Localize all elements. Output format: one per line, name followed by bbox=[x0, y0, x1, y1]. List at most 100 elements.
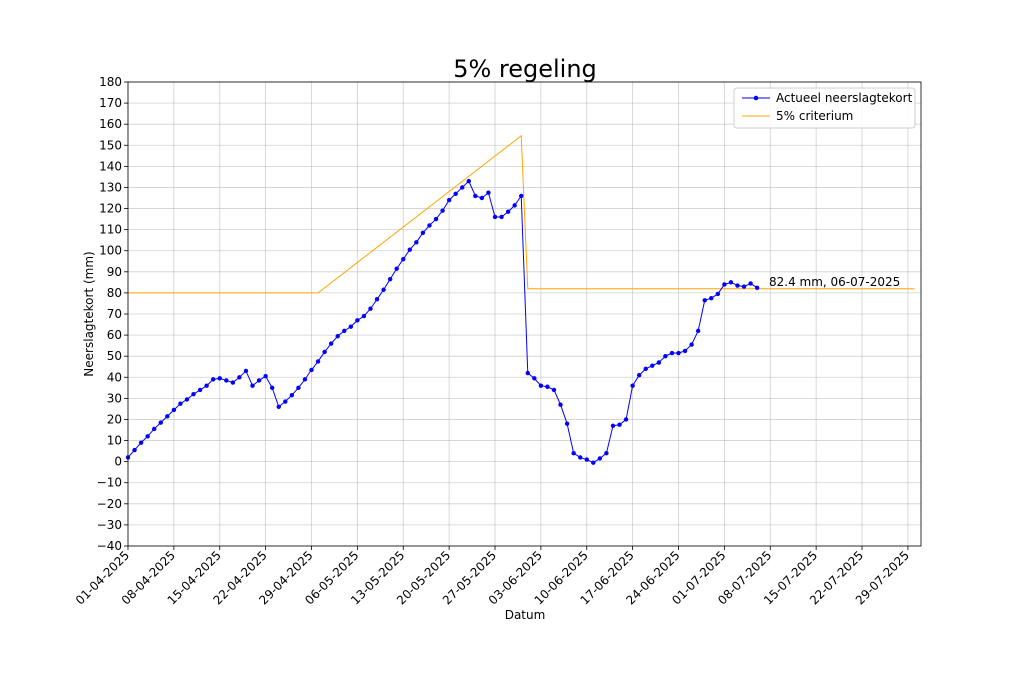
data-point bbox=[433, 216, 439, 222]
data-point bbox=[650, 363, 655, 368]
y-tick-label: 160 bbox=[99, 117, 122, 131]
data-point bbox=[591, 460, 596, 465]
data-point bbox=[289, 393, 295, 398]
data-point bbox=[197, 387, 203, 393]
y-tick-label: −20 bbox=[97, 497, 122, 511]
data-point bbox=[669, 350, 675, 356]
data-point bbox=[296, 385, 301, 391]
y-tick-label: 60 bbox=[107, 328, 122, 342]
data-point bbox=[689, 342, 694, 347]
data-point bbox=[394, 266, 399, 271]
data-point bbox=[466, 178, 471, 184]
data-point bbox=[715, 291, 721, 297]
y-tick-label: 100 bbox=[99, 244, 122, 258]
data-point bbox=[702, 298, 707, 303]
data-point bbox=[728, 280, 734, 285]
data-point bbox=[374, 297, 380, 302]
data-point bbox=[551, 387, 557, 393]
x-axis-label: Datum bbox=[505, 608, 546, 622]
data-point bbox=[519, 193, 524, 199]
data-point bbox=[184, 397, 190, 402]
y-tick-label: 80 bbox=[107, 286, 122, 300]
data-point bbox=[322, 349, 327, 355]
data-point bbox=[630, 383, 635, 388]
data-point bbox=[158, 420, 163, 425]
data-point bbox=[748, 281, 753, 286]
data-point bbox=[505, 209, 511, 214]
data-point bbox=[545, 384, 550, 389]
data-point bbox=[152, 426, 157, 432]
data-point bbox=[342, 328, 347, 334]
data-point bbox=[145, 434, 150, 439]
data-point bbox=[525, 370, 530, 376]
chart-title: 5% regeling bbox=[453, 55, 597, 83]
grid bbox=[127, 81, 921, 547]
x-ticks: 01-04-202508-04-202515-04-202522-04-2025… bbox=[73, 546, 912, 607]
y-tick-label: 40 bbox=[107, 370, 122, 384]
data-point bbox=[302, 377, 308, 382]
data-point bbox=[178, 401, 183, 406]
y-tick-label: 20 bbox=[107, 412, 122, 426]
data-point bbox=[695, 328, 701, 334]
data-point bbox=[486, 190, 491, 195]
legend-actual-label: Actueel neerslagtekort bbox=[776, 91, 913, 105]
data-point bbox=[132, 447, 137, 453]
data-point bbox=[473, 193, 478, 199]
data-point bbox=[722, 282, 727, 287]
data-point bbox=[636, 372, 642, 378]
y-tick-label: 120 bbox=[99, 202, 122, 216]
data-point bbox=[571, 451, 576, 456]
y-tick-label: 180 bbox=[99, 75, 122, 89]
data-point bbox=[401, 256, 406, 262]
legend-actual-marker bbox=[753, 95, 759, 101]
data-point bbox=[440, 208, 445, 213]
data-point bbox=[499, 214, 504, 220]
y-tick-label: 140 bbox=[99, 159, 122, 173]
data-point bbox=[269, 385, 275, 391]
y-ticks: −40 −30 −20 −10 0 10 20 30 40 50 60 70 80 90 100 110 120… bbox=[97, 75, 128, 553]
data-point bbox=[335, 333, 340, 339]
series-criterion-line bbox=[128, 134, 915, 294]
data-point bbox=[656, 360, 662, 365]
data-point bbox=[623, 417, 629, 422]
data-point bbox=[217, 376, 222, 381]
legend-box bbox=[733, 87, 916, 129]
y-tick-label: −10 bbox=[97, 476, 122, 490]
data-point bbox=[564, 421, 570, 426]
data-point bbox=[676, 350, 681, 356]
data-point bbox=[414, 240, 419, 245]
data-point bbox=[532, 376, 537, 381]
data-point bbox=[538, 383, 544, 388]
data-point bbox=[191, 391, 196, 397]
data-point bbox=[315, 359, 321, 364]
data-point bbox=[512, 203, 517, 208]
data-point bbox=[237, 375, 242, 380]
data-point bbox=[604, 451, 609, 456]
data-point bbox=[361, 313, 367, 319]
last-value-annotation: 82.4 mm, 06-07-2025 bbox=[769, 275, 900, 289]
data-point bbox=[138, 440, 144, 445]
data-point bbox=[309, 367, 314, 373]
y-tick-label: 0 bbox=[114, 455, 122, 469]
data-point bbox=[492, 214, 498, 220]
data-point bbox=[165, 414, 170, 419]
y-tick-label: −40 bbox=[97, 539, 122, 553]
y-axis-label: Neerslagtekort (mm) bbox=[82, 251, 96, 376]
data-point bbox=[328, 341, 334, 346]
data-point bbox=[348, 324, 354, 329]
data-point bbox=[643, 366, 648, 372]
data-point bbox=[387, 277, 393, 282]
y-tick-label: 30 bbox=[107, 391, 122, 405]
y-tick-label: 10 bbox=[107, 434, 122, 448]
data-point bbox=[741, 284, 747, 289]
y-tick-label: 110 bbox=[99, 223, 122, 237]
data-point bbox=[355, 318, 360, 323]
data-point bbox=[368, 306, 373, 311]
data-point bbox=[735, 283, 740, 288]
data-point bbox=[558, 402, 563, 407]
data-point bbox=[610, 423, 616, 428]
data-point bbox=[224, 378, 229, 383]
data-point bbox=[584, 457, 589, 462]
data-point bbox=[578, 455, 583, 460]
